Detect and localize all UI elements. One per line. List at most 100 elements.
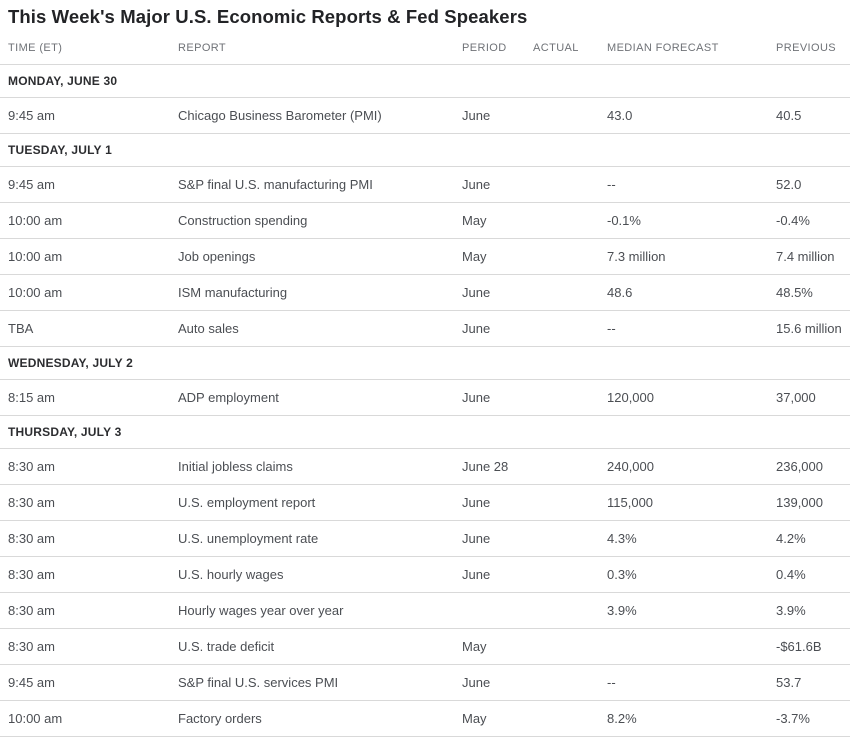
cell-actual: [533, 310, 607, 347]
cell-previous: 37,000: [776, 379, 850, 416]
cell-time: 8:30 am: [0, 448, 178, 485]
cell-previous: 48.5%: [776, 274, 850, 311]
cell-forecast: 43.0: [607, 97, 776, 134]
cell-previous: 52.0: [776, 166, 850, 203]
cell-time: 8:30 am: [0, 556, 178, 593]
cell-previous: 3.9%: [776, 592, 850, 629]
report-row: 8:30 am U.S. unemployment rate June 4.3% 4.2…: [0, 520, 850, 557]
cell-time: 10:00 am: [0, 700, 178, 737]
economic-reports-table: TIME (ET) REPORT PERIOD ACTUAL MEDIAN FORECA…: [0, 29, 850, 737]
cell-report: S&P final U.S. manufacturing PMI: [178, 166, 462, 203]
cell-forecast: 0.3%: [607, 556, 776, 593]
day-section-row: MONDAY, JUNE 30: [0, 64, 850, 98]
page-title: This Week's Major U.S. Economic Reports …: [8, 6, 528, 27]
report-row: 10:00 am ISM manufacturing June 48.6 48.5%: [0, 274, 850, 311]
cell-forecast: 48.6: [607, 274, 776, 311]
cell-period: May: [462, 700, 533, 737]
cell-actual: [533, 97, 607, 134]
cell-previous: 236,000: [776, 448, 850, 485]
cell-report: U.S. trade deficit: [178, 628, 462, 665]
cell-actual: [533, 628, 607, 665]
table-body: MONDAY, JUNE 30 9:45 am Chicago Business B…: [0, 64, 850, 737]
cell-report: Job openings: [178, 238, 462, 275]
cell-actual: [533, 700, 607, 737]
column-header-forecast: MEDIAN FORECAST: [607, 29, 776, 65]
cell-forecast: [607, 628, 776, 665]
day-section-row: WEDNESDAY, JULY 2: [0, 346, 850, 380]
cell-report: Initial jobless claims: [178, 448, 462, 485]
cell-report: S&P final U.S. services PMI: [178, 664, 462, 701]
cell-previous: -3.7%: [776, 700, 850, 737]
cell-time: 8:30 am: [0, 628, 178, 665]
cell-actual: [533, 556, 607, 593]
cell-forecast: 4.3%: [607, 520, 776, 557]
cell-actual: [533, 202, 607, 239]
day-section-label: TUESDAY, JULY 1: [0, 133, 850, 167]
cell-report: Factory orders: [178, 700, 462, 737]
cell-forecast: 3.9%: [607, 592, 776, 629]
report-row: 9:45 am Chicago Business Barometer (PMI) J…: [0, 97, 850, 134]
report-row: 8:30 am Initial jobless claims June 28 240,…: [0, 448, 850, 485]
day-section-row: TUESDAY, JULY 1: [0, 133, 850, 167]
cell-period: June: [462, 310, 533, 347]
cell-period: June: [462, 520, 533, 557]
report-row: 10:00 am Factory orders May 8.2% -3.7%: [0, 700, 850, 737]
cell-forecast: --: [607, 310, 776, 347]
cell-previous: 7.4 million: [776, 238, 850, 275]
cell-report: ADP employment: [178, 379, 462, 416]
cell-time: TBA: [0, 310, 178, 347]
report-row: 9:45 am S&P final U.S. manufacturing PMI J…: [0, 166, 850, 203]
column-header-period: PERIOD: [462, 29, 533, 65]
report-row: 10:00 am Job openings May 7.3 million 7.4 mi…: [0, 238, 850, 275]
report-row: 8:15 am ADP employment June 120,000 37,000: [0, 379, 850, 416]
cell-time: 8:30 am: [0, 592, 178, 629]
day-section-label: WEDNESDAY, JULY 2: [0, 346, 850, 380]
cell-time: 9:45 am: [0, 97, 178, 134]
cell-actual: [533, 664, 607, 701]
column-header-previous: PREVIOUS: [776, 29, 850, 65]
cell-previous: -0.4%: [776, 202, 850, 239]
cell-previous: 15.6 million: [776, 310, 850, 347]
cell-period: June: [462, 484, 533, 521]
report-row: 9:45 am S&P final U.S. services PMI June --…: [0, 664, 850, 701]
cell-report: Auto sales: [178, 310, 462, 347]
report-row: 8:30 am U.S. employment report June 115,000…: [0, 484, 850, 521]
cell-forecast: 7.3 million: [607, 238, 776, 275]
cell-previous: 4.2%: [776, 520, 850, 557]
cell-report: U.S. unemployment rate: [178, 520, 462, 557]
cell-forecast: 240,000: [607, 448, 776, 485]
cell-time: 8:30 am: [0, 520, 178, 557]
cell-actual: [533, 448, 607, 485]
cell-period: May: [462, 238, 533, 275]
cell-time: 8:30 am: [0, 484, 178, 521]
column-header-actual: ACTUAL: [533, 29, 607, 65]
column-header-report: REPORT: [178, 29, 462, 65]
cell-period: June: [462, 664, 533, 701]
cell-forecast: --: [607, 664, 776, 701]
cell-time: 9:45 am: [0, 166, 178, 203]
cell-forecast: --: [607, 166, 776, 203]
cell-time: 9:45 am: [0, 664, 178, 701]
cell-period: June: [462, 97, 533, 134]
cell-actual: [533, 274, 607, 311]
report-row: 8:30 am U.S. trade deficit May -$61.6B: [0, 628, 850, 665]
cell-previous: 40.5: [776, 97, 850, 134]
report-row: TBA Auto sales June -- 15.6 million: [0, 310, 850, 347]
column-header-time: TIME (ET): [0, 29, 178, 65]
report-row: 8:30 am Hourly wages year over year 3.9% 3.…: [0, 592, 850, 629]
cell-actual: [533, 592, 607, 629]
cell-period: June: [462, 379, 533, 416]
cell-time: 10:00 am: [0, 202, 178, 239]
cell-period: June 28: [462, 448, 533, 485]
cell-period: June: [462, 274, 533, 311]
day-section-label: THURSDAY, JULY 3: [0, 415, 850, 449]
cell-actual: [533, 238, 607, 275]
cell-actual: [533, 484, 607, 521]
cell-actual: [533, 166, 607, 203]
cell-time: 10:00 am: [0, 274, 178, 311]
cell-previous: 139,000: [776, 484, 850, 521]
cell-forecast: -0.1%: [607, 202, 776, 239]
cell-report: Construction spending: [178, 202, 462, 239]
cell-period: May: [462, 628, 533, 665]
